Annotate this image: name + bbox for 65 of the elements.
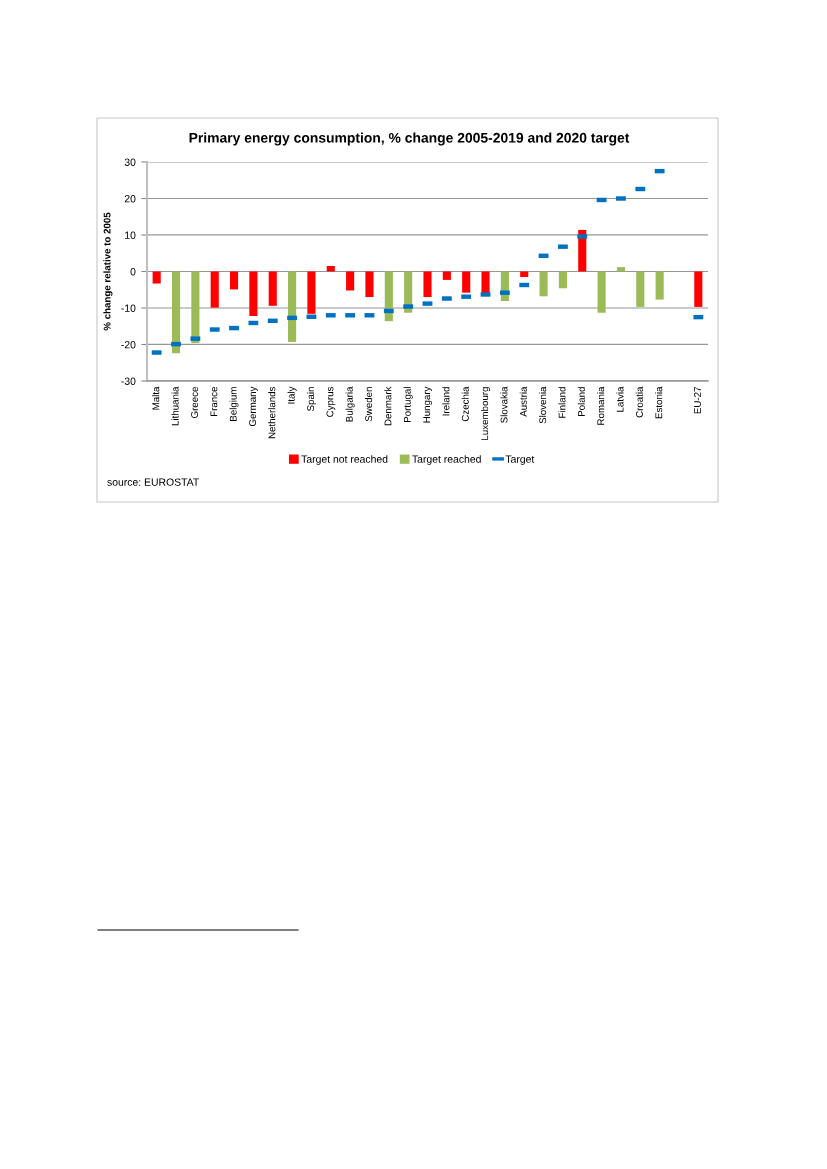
x-tick-label: Netherlands xyxy=(268,386,276,439)
bar xyxy=(365,271,374,298)
x-tick-label: Estonia xyxy=(655,386,663,419)
bar xyxy=(481,271,490,294)
x-tick-label: Germany xyxy=(249,386,258,427)
bar xyxy=(384,271,393,322)
bar xyxy=(249,271,258,317)
x-tick-label: Austria xyxy=(519,386,527,417)
x-tick-label: Czechia xyxy=(461,386,469,422)
legend-label: Target xyxy=(505,455,535,465)
bar xyxy=(288,271,297,342)
x-tick-label: Portugal xyxy=(403,387,413,422)
bar xyxy=(539,271,548,297)
bar xyxy=(191,271,200,344)
x-tick-label: Belgium xyxy=(229,387,239,421)
y-tick-label: 20 xyxy=(124,195,136,203)
x-tick-label: Slovakia xyxy=(500,386,508,423)
y-tick-label: 30 xyxy=(124,158,136,166)
x-tick-label: France xyxy=(210,386,218,417)
bar xyxy=(558,271,567,289)
x-tick-label: Lithuania xyxy=(171,386,179,426)
x-tick-label: Latvia xyxy=(616,386,624,412)
x-tick-label: Cyprus xyxy=(326,386,336,417)
y-tick-label: 0 xyxy=(130,268,136,276)
x-tick-label: Slovenia xyxy=(539,386,547,424)
y-tick-label: -10 xyxy=(121,304,136,312)
legend-label: Target not reached xyxy=(301,455,388,465)
x-tick-label: Romania xyxy=(597,386,605,425)
y-axis-title: % change relative to 2005 xyxy=(103,212,113,331)
x-tick-label: Poland xyxy=(577,387,585,417)
x-tick-label: Greece xyxy=(191,386,198,418)
bar xyxy=(268,271,277,306)
bar xyxy=(171,271,181,354)
bar xyxy=(423,271,432,298)
bar xyxy=(152,271,161,284)
source-note: source: EUROSTAT xyxy=(107,478,199,486)
bar xyxy=(326,266,335,272)
bar xyxy=(210,271,219,308)
y-tick-label: -30 xyxy=(121,377,136,385)
legend-label: Target reached xyxy=(412,455,481,465)
y-tick-label: -20 xyxy=(121,341,136,349)
bar xyxy=(462,271,471,293)
x-tick-label: Bulgaria xyxy=(345,386,355,422)
chart-title: Primary energy consumption, % change 2005-2019 and 2020 target xyxy=(189,132,630,146)
bar xyxy=(307,271,316,314)
x-tick-label: Malta xyxy=(152,386,160,410)
bar xyxy=(229,271,239,290)
bar xyxy=(655,271,664,300)
x-tick-label: EU-27 xyxy=(694,387,701,414)
x-tick-label: Hungary xyxy=(423,386,433,423)
x-tick-label: Sweden xyxy=(364,387,373,422)
bar xyxy=(597,271,606,313)
bar xyxy=(520,271,529,277)
x-tick-label: Italy xyxy=(287,386,297,404)
y-tick-label: 10 xyxy=(125,231,136,239)
x-tick-label: Denmark xyxy=(384,386,392,426)
bar xyxy=(442,271,451,280)
bar xyxy=(346,271,355,291)
bar xyxy=(694,271,703,307)
x-tick-label: Finland xyxy=(558,387,566,418)
x-tick-label: Ireland xyxy=(442,387,450,416)
bar xyxy=(636,271,645,307)
x-tick-label: Luxembourg xyxy=(481,387,491,440)
x-tick-label: Croatia xyxy=(635,386,643,418)
x-tick-label: Spain xyxy=(306,387,316,411)
